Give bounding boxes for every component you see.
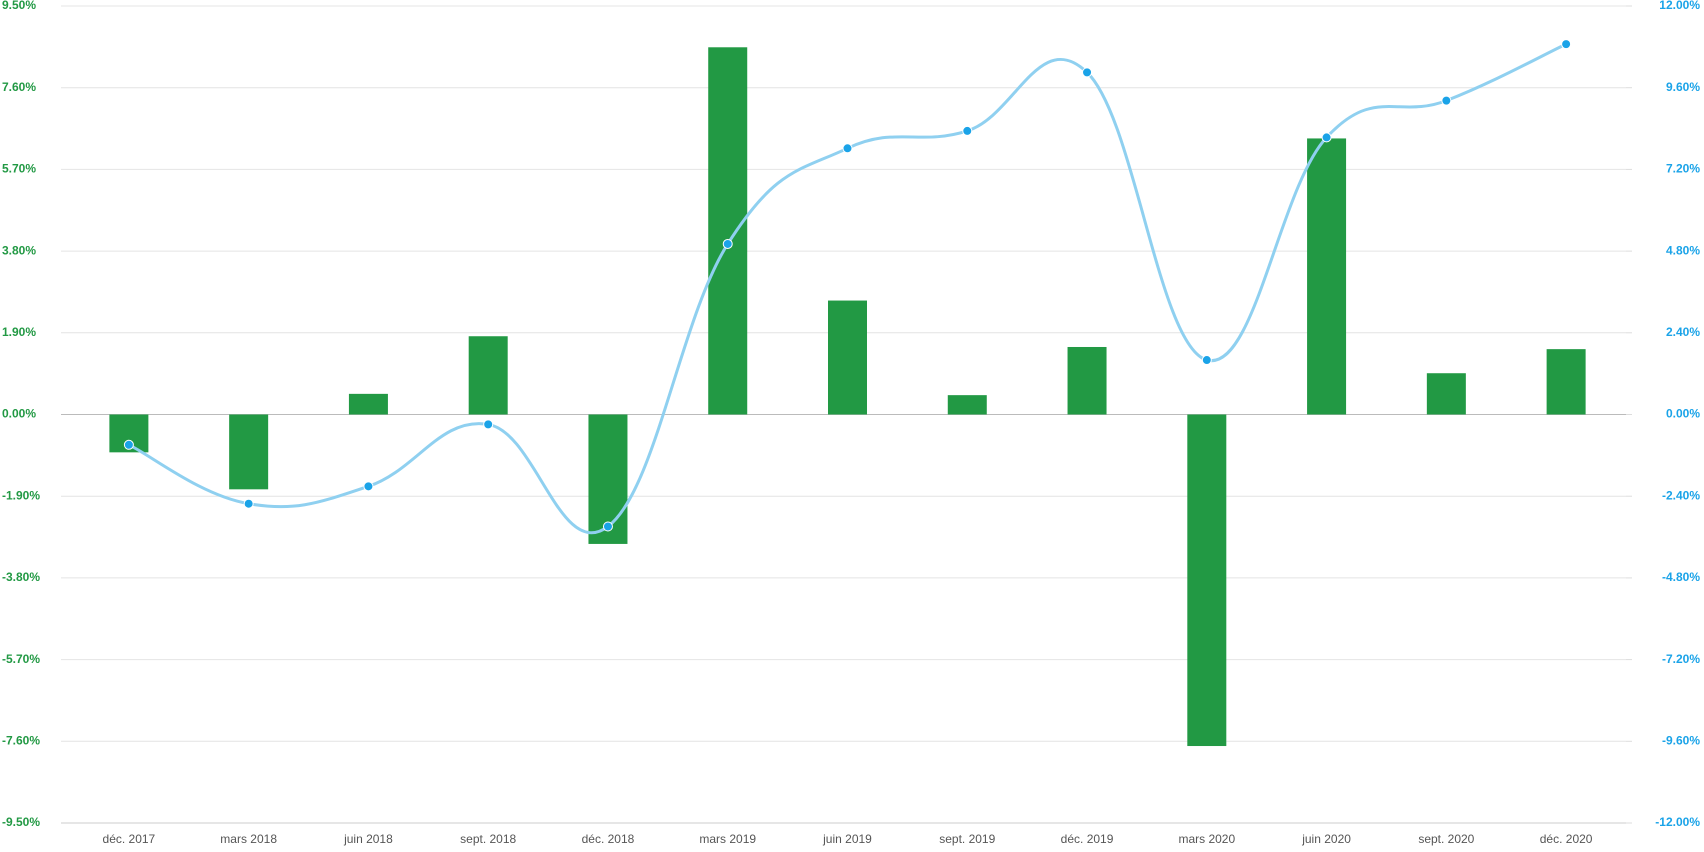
point [1201, 355, 1212, 366]
point [1561, 39, 1572, 50]
line [128, 42, 1567, 535]
x-tick-label: déc. 2020 [1540, 832, 1593, 846]
point [483, 419, 494, 430]
x-tick-label: juin 2018 [343, 832, 393, 846]
bar [1187, 414, 1227, 747]
point [602, 521, 613, 532]
x-tick-label: sept. 2018 [460, 832, 516, 846]
y-tick-label: 7.60% [2, 80, 36, 94]
point [243, 498, 254, 509]
x-tick-label: mars 2019 [699, 832, 756, 846]
x-tick-label: déc. 2018 [582, 832, 635, 846]
bar [1426, 373, 1466, 415]
bar [1067, 346, 1107, 415]
bar [1307, 138, 1347, 415]
bar [947, 395, 987, 415]
x-tick-label: juin 2020 [1301, 832, 1351, 846]
y-tick-label: -3.80% [2, 570, 40, 584]
y-tick-label: -7.60% [2, 733, 40, 747]
point [123, 439, 134, 450]
y-tick-label: -9.50% [2, 815, 40, 829]
point [722, 238, 733, 249]
y2-tick-label: -7.20% [1662, 652, 1700, 666]
point [1321, 132, 1332, 143]
bar [348, 393, 388, 415]
point [962, 125, 973, 136]
x-tick-label: sept. 2019 [939, 832, 995, 846]
y-tick-label: 5.70% [2, 162, 36, 176]
x-tick-label: sept. 2020 [1418, 832, 1474, 846]
bar [468, 336, 508, 415]
y-tick-label: -1.90% [2, 488, 40, 502]
x-tick-label: mars 2020 [1178, 832, 1235, 846]
y2-tick-label: 4.80% [1666, 243, 1700, 257]
y-tick-label: 9.50% [2, 0, 36, 12]
y2-tick-label: -2.40% [1662, 488, 1700, 502]
y2-tick-label: -4.80% [1662, 570, 1700, 584]
bar [828, 300, 867, 415]
point [1082, 67, 1093, 78]
bar [1546, 349, 1586, 415]
y2-tick-label: -9.60% [1662, 733, 1700, 747]
y2-tick-label: 0.00% [1666, 407, 1700, 421]
y-tick-label: 0.00% [2, 407, 36, 421]
x-tick-label: déc. 2017 [103, 832, 156, 846]
x-tick-label: déc. 2019 [1061, 832, 1114, 846]
bar [708, 47, 748, 415]
y2-tick-label: 2.40% [1666, 325, 1700, 339]
point [363, 481, 374, 492]
y-tick-label: 1.90% [2, 325, 36, 339]
y2-tick-label: 7.20% [1666, 162, 1700, 176]
y-tick-label: 3.80% [2, 243, 36, 257]
point [1441, 95, 1452, 106]
x-tick-label: mars 2018 [220, 832, 277, 846]
y2-tick-label: 12.00% [1659, 0, 1700, 12]
y2-tick-label: -12.00% [1655, 815, 1700, 829]
bar [229, 414, 269, 490]
y2-tick-label: 9.60% [1666, 80, 1700, 94]
y-tick-label: -5.70% [2, 652, 40, 666]
point [842, 143, 853, 154]
x-tick-label: juin 2019 [822, 832, 872, 846]
